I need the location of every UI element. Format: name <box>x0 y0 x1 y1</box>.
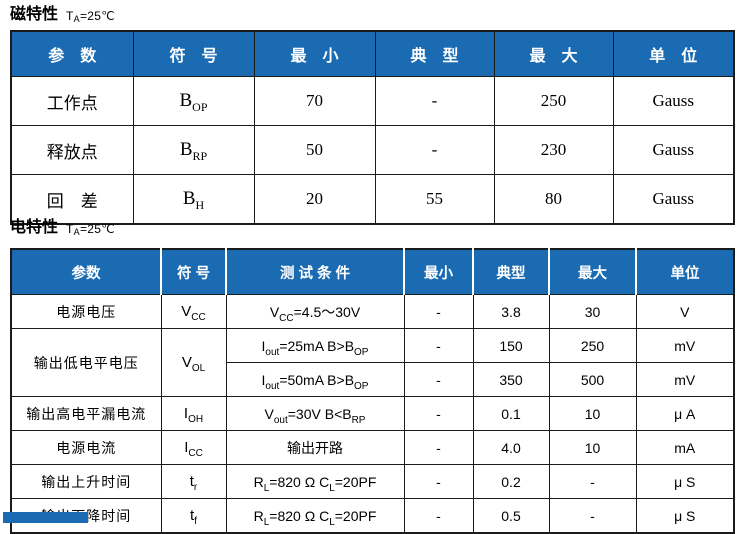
col-header-min: 最 小 <box>253 30 376 77</box>
table-row: 输出低电平电压 VOL Iout=25mA B>BOP - 150 250 mV <box>10 328 735 397</box>
table-row: 输出高电平漏电流 IOH Vout=30V B<BRP - 0.1 10 μ A <box>10 396 735 431</box>
electrical-test-condition: TA=25℃ <box>66 221 116 237</box>
unit-cell: μ A <box>635 396 735 431</box>
unit-cell: mV <box>635 362 735 397</box>
unit-cell: mV <box>635 328 735 363</box>
typ-cell: 150 <box>472 328 550 363</box>
table-row: 输出下降时间 tf RL=820 Ω CL=20PF - 0.5 - μ S <box>10 498 735 534</box>
typ-cell: 4.0 <box>472 430 550 465</box>
col-header-symbol: 符 号 <box>160 248 227 295</box>
col-header-max: 最 大 <box>493 30 614 77</box>
typ-cell: 3.8 <box>472 294 550 329</box>
symbol-cell: VOL <box>160 328 227 397</box>
col-header-parameter: 参数 <box>10 248 162 295</box>
param-cell: 回 差 <box>10 174 134 225</box>
min-cell: 20 <box>253 174 376 225</box>
magnetic-header-row: 参 数 符 号 最 小 典 型 最 大 单 位 <box>10 30 735 77</box>
typ-cell: 0.5 <box>472 498 550 534</box>
magnetic-characteristics-table: 参 数 符 号 最 小 典 型 最 大 单 位 工作点 BOP 70 - 250… <box>10 30 735 225</box>
max-cell: 80 <box>493 174 614 225</box>
unit-cell: Gauss <box>612 76 735 126</box>
min-cell: - <box>403 430 474 465</box>
table-row: 电源电流 ICC 输出开路 - 4.0 10 mA <box>10 430 735 465</box>
col-header-unit: 单 位 <box>612 30 735 77</box>
min-cell: - <box>403 498 474 534</box>
condition-cell: Iout=25mA B>BOP <box>225 328 405 363</box>
unit-cell: mA <box>635 430 735 465</box>
max-cell: - <box>548 464 637 499</box>
unit-cell: Gauss <box>612 174 735 225</box>
col-header-symbol: 符 号 <box>132 30 255 77</box>
param-cell: 电源电流 <box>10 430 162 465</box>
symbol-cell: tr <box>160 464 227 499</box>
col-header-test-condition: 测 试 条 件 <box>225 248 405 295</box>
next-section-header-fragment <box>3 512 88 523</box>
electrical-section-header: 电特性 TA=25℃ <box>10 219 115 237</box>
typ-cell: 55 <box>374 174 495 225</box>
unit-cell: μ S <box>635 498 735 534</box>
col-header-typical: 典型 <box>472 248 550 295</box>
symbol-cell: ICC <box>160 430 227 465</box>
condition-cell: Vout=30V B<BRP <box>225 396 405 431</box>
unit-cell: μ S <box>635 464 735 499</box>
col-header-max: 最大 <box>548 248 637 295</box>
min-cell: 70 <box>253 76 376 126</box>
min-cell: 50 <box>253 125 376 175</box>
magnetic-section-title: 磁特性 <box>10 6 59 23</box>
min-cell: - <box>403 294 474 329</box>
table-row: 回 差 BH 20 55 80 Gauss <box>10 174 735 225</box>
param-cell: 输出高电平漏电流 <box>10 396 162 431</box>
min-cell: - <box>403 396 474 431</box>
electrical-characteristics-table: 参数 符 号 测 试 条 件 最小 典型 最大 单位 电源电压 VCC VCC=… <box>10 248 735 534</box>
condition-cell: 输出开路 <box>225 430 405 465</box>
symbol-cell: IOH <box>160 396 227 431</box>
symbol-cell: tf <box>160 498 227 534</box>
table-row: 工作点 BOP 70 - 250 Gauss <box>10 76 735 126</box>
typ-cell: 350 <box>472 362 550 397</box>
col-header-parameter: 参 数 <box>10 30 134 77</box>
max-cell: - <box>548 498 637 534</box>
condition-cell: VCC=4.5～30V <box>225 294 405 329</box>
max-cell: 230 <box>493 125 614 175</box>
magnetic-section-header: 磁特性 TA=25℃ <box>10 6 115 24</box>
param-cell: 输出上升时间 <box>10 464 162 499</box>
param-cell: 输出低电平电压 <box>10 328 162 397</box>
symbol-cell: VCC <box>160 294 227 329</box>
max-cell: 10 <box>548 396 637 431</box>
max-cell: 250 <box>548 328 637 363</box>
table-row: 释放点 BRP 50 - 230 Gauss <box>10 125 735 175</box>
max-cell: 10 <box>548 430 637 465</box>
col-header-typical: 典 型 <box>374 30 495 77</box>
max-cell: 500 <box>548 362 637 397</box>
unit-cell: Gauss <box>612 125 735 175</box>
table-row: 电源电压 VCC VCC=4.5～30V - 3.8 30 V <box>10 294 735 329</box>
min-cell: - <box>403 464 474 499</box>
symbol-cell: BOP <box>132 76 255 126</box>
max-cell: 30 <box>548 294 637 329</box>
min-cell: - <box>403 362 474 397</box>
min-cell: - <box>403 328 474 363</box>
magnetic-test-condition: TA=25℃ <box>66 8 116 24</box>
condition-cell: RL=820 Ω CL=20PF <box>225 464 405 499</box>
typ-cell: 0.2 <box>472 464 550 499</box>
symbol-cell: BH <box>132 174 255 225</box>
typ-cell: 0.1 <box>472 396 550 431</box>
condition-cell: Iout=50mA B>BOP <box>225 362 405 397</box>
symbol-cell: BRP <box>132 125 255 175</box>
typ-cell: - <box>374 125 495 175</box>
col-header-unit: 单位 <box>635 248 735 295</box>
param-cell: 工作点 <box>10 76 134 126</box>
electrical-section-title: 电特性 <box>10 219 59 236</box>
unit-cell: V <box>635 294 735 329</box>
max-cell: 250 <box>493 76 614 126</box>
param-cell: 电源电压 <box>10 294 162 329</box>
electrical-header-row: 参数 符 号 测 试 条 件 最小 典型 最大 单位 <box>10 248 735 295</box>
typ-cell: - <box>374 76 495 126</box>
table-row: 输出上升时间 tr RL=820 Ω CL=20PF - 0.2 - μ S <box>10 464 735 499</box>
col-header-min: 最小 <box>403 248 474 295</box>
condition-cell: RL=820 Ω CL=20PF <box>225 498 405 534</box>
param-cell: 释放点 <box>10 125 134 175</box>
